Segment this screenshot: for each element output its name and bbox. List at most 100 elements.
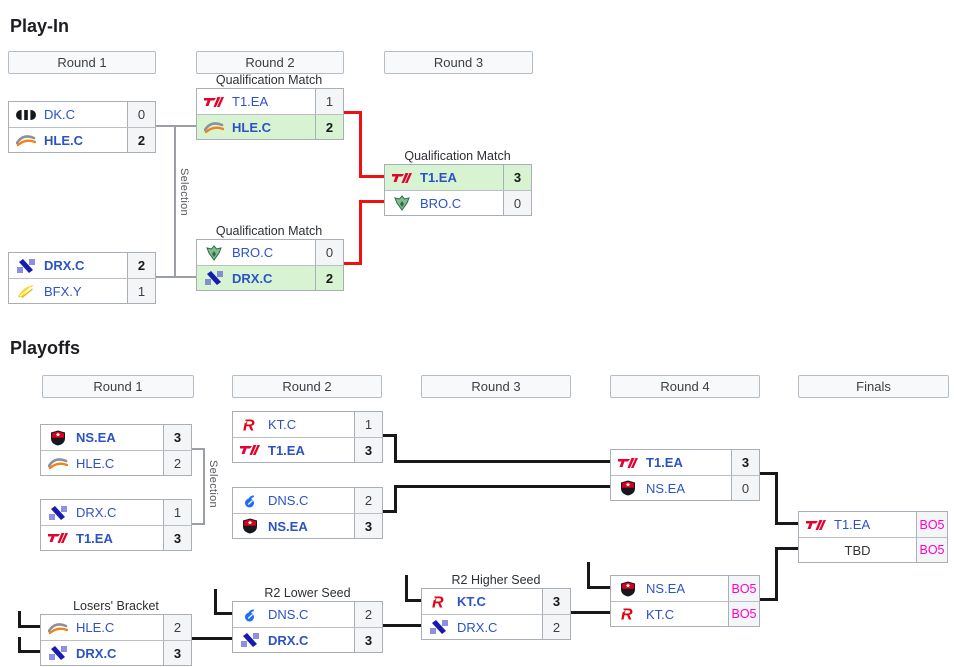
connector-line (394, 434, 397, 463)
team-score: 1 (127, 279, 155, 303)
svg-text:R: R (432, 594, 444, 610)
connector-line (394, 485, 610, 488)
team-row: HLE.C 2 (41, 615, 191, 640)
team-name[interactable]: DNS.C (268, 493, 309, 508)
dropdown-stub-line (18, 625, 40, 628)
team-name[interactable]: KT.C (457, 594, 486, 609)
hle-logo-icon (16, 132, 36, 148)
playin-header-round-2: Round 2 (196, 51, 344, 74)
connector-line (174, 125, 176, 278)
hle-logo-icon (48, 620, 68, 636)
t1-logo-icon (806, 517, 826, 533)
advance-connector-line (359, 111, 362, 177)
team-row: DNS.C 2 (233, 488, 382, 513)
team-name[interactable]: DRX.C (76, 645, 117, 661)
team-score: 2 (163, 451, 191, 475)
playin-match-3: T1.EA 3 BRO.C 0 (384, 164, 532, 216)
connector-line (203, 448, 205, 525)
ns-logo-icon (618, 480, 638, 496)
team-name[interactable]: BFX.Y (44, 283, 82, 299)
team-name[interactable]: DRX.C (457, 619, 498, 635)
team-score: 2 (127, 253, 155, 278)
connector-line (383, 434, 397, 437)
team-score: 2 (354, 602, 382, 627)
playoffs-section-title: Playoffs (10, 338, 81, 358)
team-name[interactable]: DRX.C (268, 632, 309, 648)
team-name[interactable]: HLE.C (44, 132, 83, 148)
team-row: HLE.C 2 (9, 127, 155, 152)
team-name[interactable]: KT.C (646, 606, 675, 622)
team-name[interactable]: BRO.C (232, 245, 274, 260)
dropdown-stub-line (18, 611, 21, 628)
team-score: 0 (731, 476, 759, 500)
team-score: 1 (354, 412, 382, 437)
t1-logo-icon (240, 442, 260, 458)
playoffs-match-9: NS.EA BO5 R KT.C BO5 (610, 575, 760, 627)
hle-logo-icon (48, 455, 68, 471)
team-score: 3 (542, 589, 570, 614)
connector-line (192, 448, 205, 450)
team-score: 2 (127, 128, 155, 152)
playin-match-5: DRX.C 2 BFX.Y 1 (8, 252, 156, 304)
advance-connector-line (359, 175, 384, 178)
team-name[interactable]: DRX.C (232, 270, 273, 286)
playin-match-4: BRO.C 0 DRX.C 2 (196, 239, 344, 291)
team-name[interactable]: T1.EA (76, 530, 113, 546)
team-score: 3 (354, 514, 382, 538)
team-name[interactable]: T1.EA (646, 455, 683, 470)
advance-connector-line (344, 262, 362, 265)
playin-header-round-1: Round 1 (8, 51, 156, 74)
team-name[interactable]: HLE.C (76, 620, 115, 635)
advance-connector-line (359, 200, 362, 265)
match-label: Losers' Bracket (73, 599, 159, 613)
kt-logo-icon: R (240, 417, 260, 433)
team-name[interactable]: T1.EA (420, 170, 457, 185)
team-name[interactable]: BRO.C (420, 195, 462, 211)
team-score: 3 (354, 628, 382, 652)
team-score: 3 (354, 438, 382, 462)
team-row: NS.EA 3 (233, 513, 382, 538)
team-name[interactable]: NS.EA (646, 480, 686, 496)
playoffs-match-7: DNS.C 2 DRX.C 3 (232, 601, 383, 653)
team-score: 0 (315, 240, 343, 265)
team-name[interactable]: DRX.C (44, 258, 85, 273)
team-name[interactable]: NS.EA (76, 430, 116, 445)
team-name[interactable]: KT.C (268, 417, 297, 432)
match-format-badge: BO5 (728, 576, 759, 601)
match-label: R2 Higher Seed (451, 573, 541, 587)
team-row: DRX.C 3 (41, 640, 191, 665)
team-score: 0 (503, 191, 531, 215)
team-name[interactable]: T1.EA (834, 517, 871, 532)
team-row: NS.EA BO5 (611, 576, 759, 601)
kt-logo-icon: R (618, 606, 638, 622)
team-name[interactable]: DRX.C (76, 505, 117, 520)
team-name[interactable]: NS.EA (268, 518, 308, 534)
team-score: 3 (163, 425, 191, 450)
drx-logo-icon (240, 632, 260, 648)
dropdown-stub-line (587, 562, 590, 589)
team-name[interactable]: DNS.C (268, 607, 309, 622)
dropdown-stub-line (405, 599, 421, 602)
connector-line (775, 522, 798, 525)
team-name[interactable]: DK.C (44, 107, 76, 122)
team-name[interactable]: T1.EA (232, 94, 269, 109)
team-row: R KT.C BO5 (611, 601, 759, 626)
team-name[interactable]: HLE.C (232, 119, 271, 135)
playoffs-match-6: HLE.C 2 DRX.C 3 (40, 614, 192, 666)
team-row: HLE.C 2 (197, 114, 343, 139)
team-name[interactable]: NS.EA (646, 581, 686, 596)
match-label: R2 Lower Seed (264, 586, 351, 600)
team-name[interactable]: HLE.C (76, 455, 115, 471)
match-format-badge: BO5 (916, 512, 947, 537)
playoffs-match-1: NS.EA 3 HLE.C 2 (40, 424, 192, 476)
team-score: 2 (315, 115, 343, 139)
team-row: DRX.C 2 (9, 253, 155, 278)
playoffs-header-finals: Finals (798, 375, 949, 398)
team-name[interactable]: T1.EA (268, 442, 305, 458)
team-row: TBD BO5 (799, 537, 947, 562)
team-row: R KT.C 3 (422, 589, 570, 614)
match-format-badge: BO5 (728, 602, 759, 626)
playoffs-match-4: DNS.C 2 NS.EA 3 (232, 487, 383, 539)
connector-line (192, 637, 232, 640)
